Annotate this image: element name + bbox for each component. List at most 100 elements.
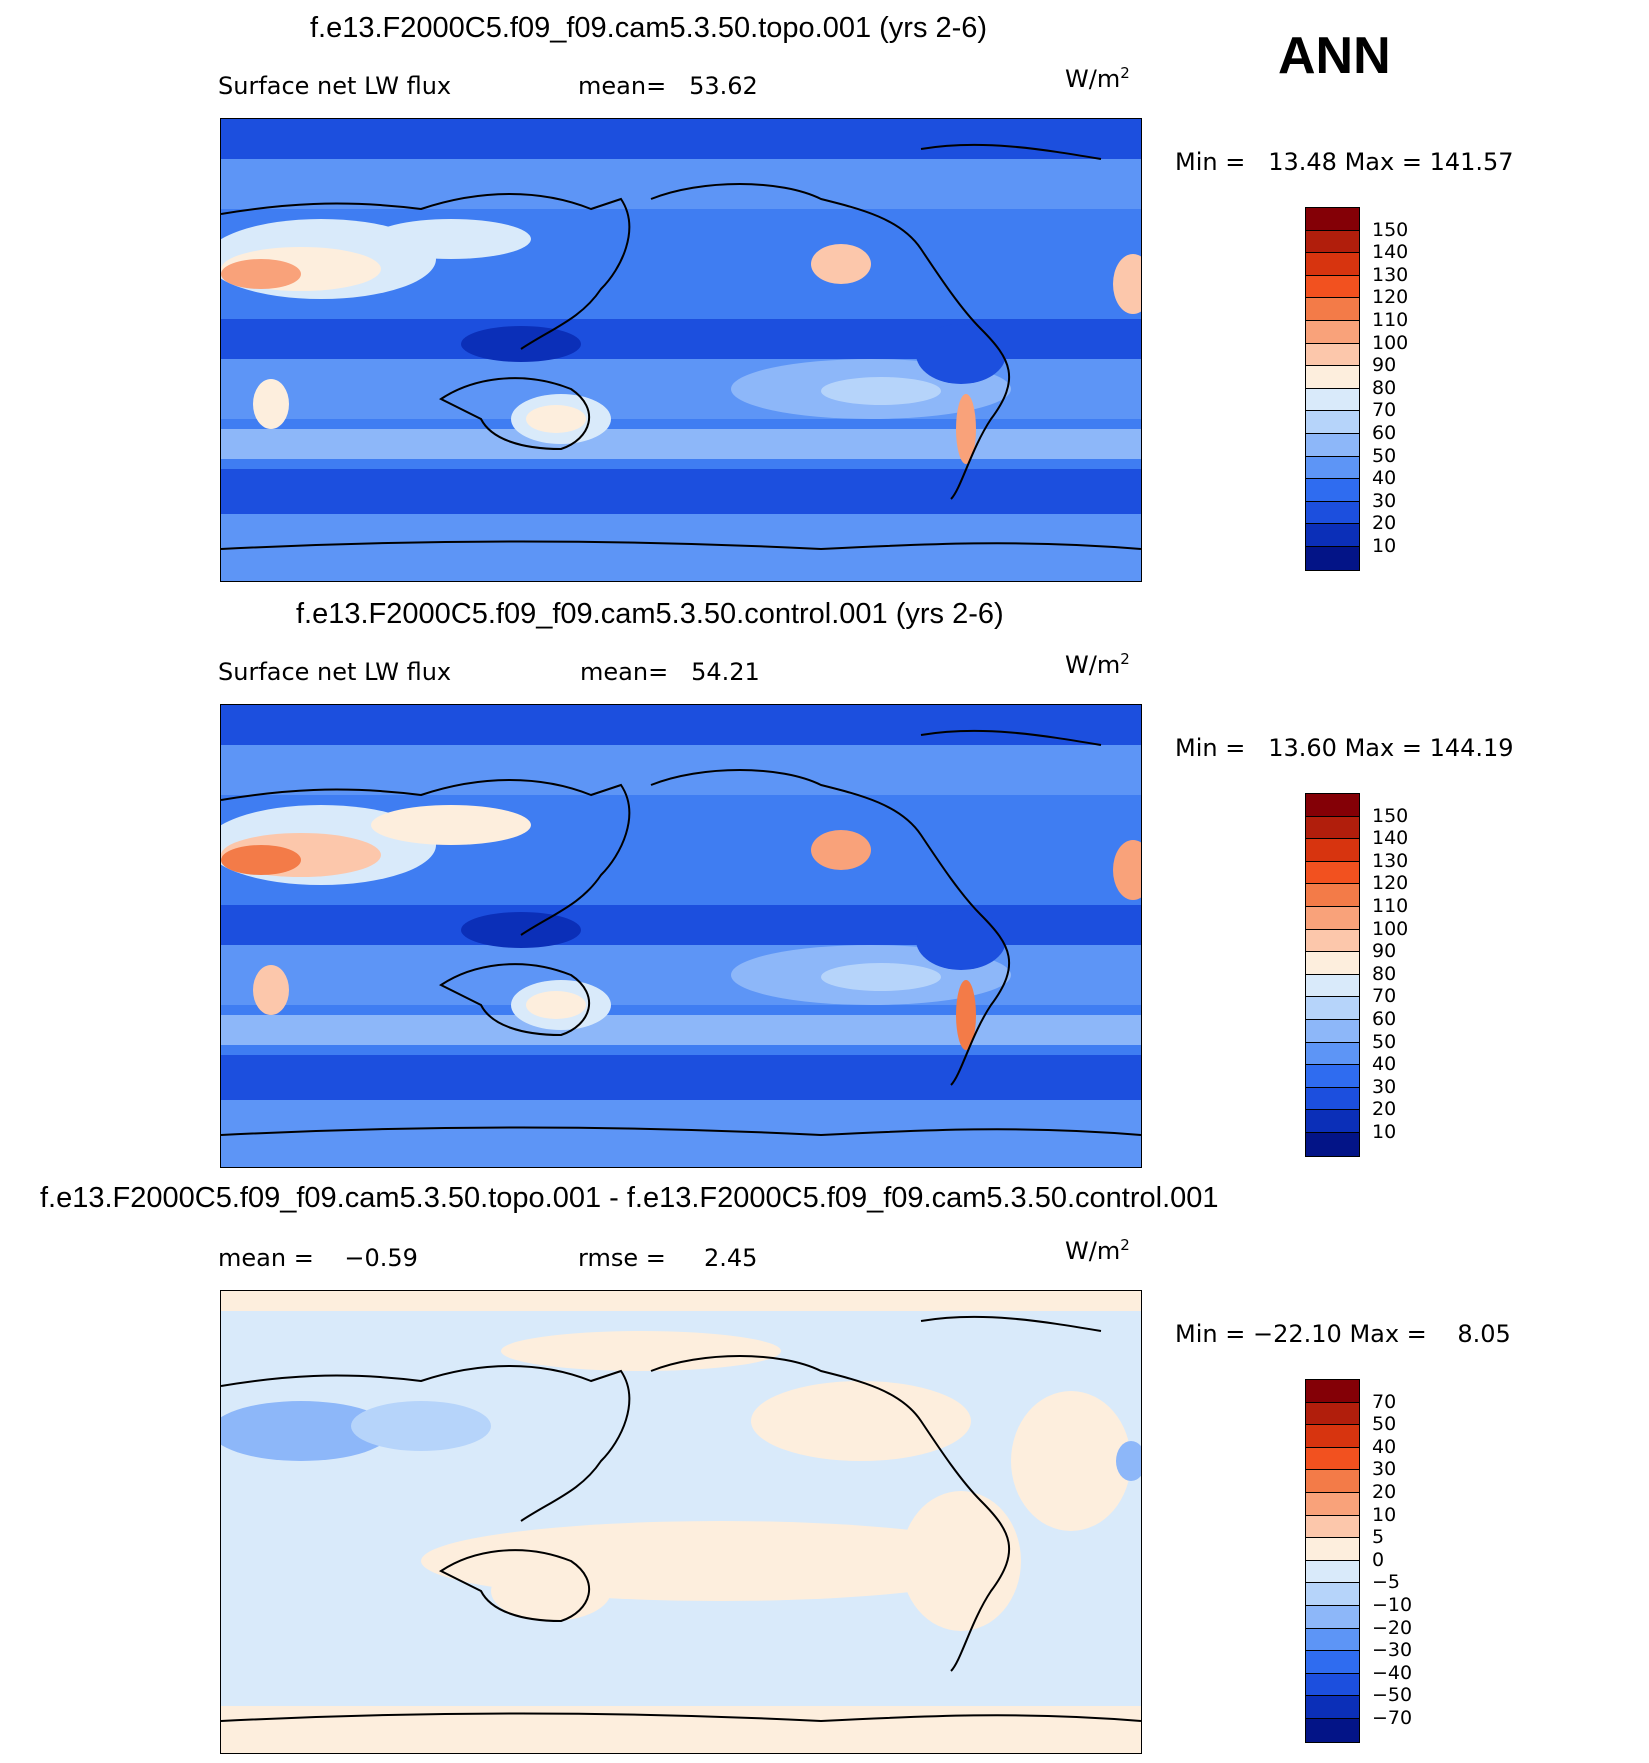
colorbar-swatch [1306, 929, 1359, 953]
colorbar-label: 40 [1372, 467, 1397, 490]
colorbar-swatch [1306, 275, 1359, 299]
colorbar-swatch [1306, 343, 1359, 367]
colorbar-swatch [1306, 253, 1359, 276]
panel3-colorbar [1305, 1379, 1360, 1743]
colorbar-label: −5 [1372, 1571, 1401, 1594]
colorbar-label: 60 [1372, 1008, 1397, 1030]
colorbar-swatch [1306, 208, 1359, 231]
colorbar-label: 130 [1372, 849, 1409, 872]
colorbar-swatch [1306, 1019, 1359, 1043]
panel1-mean: mean= 53.62 [578, 72, 758, 100]
colorbar-swatch [1306, 1425, 1359, 1448]
panel3-map [220, 1290, 1142, 1754]
colorbar-label: 0 [1372, 1548, 1385, 1571]
panel2-mean: mean= 54.21 [580, 658, 760, 686]
colorbar-label: 40 [1372, 1053, 1397, 1076]
colorbar-swatch [1306, 1718, 1359, 1742]
panel3-rmse-label: rmse = [578, 1244, 666, 1272]
colorbar-label: −20 [1372, 1616, 1413, 1639]
colorbar-label: 50 [1372, 1030, 1397, 1053]
colorbar-swatch [1306, 816, 1359, 840]
panel1-variable: Surface net LW flux [218, 72, 452, 100]
colorbar-label: 150 [1372, 804, 1409, 827]
colorbar-swatch [1306, 524, 1359, 547]
colorbar-swatch [1306, 1402, 1359, 1426]
colorbar-label: 5 [1372, 1526, 1385, 1549]
colorbar-label: 70 [1372, 1390, 1397, 1413]
colorbar-swatch [1306, 1673, 1359, 1697]
colorbar-label: 140 [1372, 241, 1409, 264]
colorbar-swatch [1306, 906, 1359, 930]
colorbar-swatch [1306, 366, 1359, 389]
panel3-mean-value: −0.59 [344, 1244, 418, 1272]
colorbar-swatch [1306, 320, 1359, 344]
colorbar-label: 140 [1372, 827, 1409, 850]
colorbar-label: 30 [1372, 1458, 1397, 1481]
colorbar-swatch [1306, 1628, 1359, 1652]
colorbar-label: 10 [1372, 1121, 1397, 1143]
colorbar-swatch [1306, 1651, 1359, 1674]
colorbar-swatch [1306, 456, 1359, 480]
panel1-mean-value: 53.62 [689, 72, 758, 100]
colorbar-label: 20 [1372, 512, 1397, 535]
panel2-colorbar [1305, 793, 1360, 1157]
panel3-rmse-value: 2.45 [704, 1244, 758, 1272]
colorbar-label: 70 [1372, 399, 1397, 422]
colorbar-swatch [1306, 952, 1359, 975]
panel3-mean: mean = −0.59 [218, 1244, 418, 1272]
panel3-title: f.e13.F2000C5.f09_f09.cam5.3.50.topo.001… [40, 1182, 1219, 1214]
panel2-map [220, 704, 1142, 1168]
panel3-rmse: rmse = 2.45 [578, 1244, 757, 1272]
colorbar-label: 100 [1372, 917, 1409, 940]
colorbar-swatch [1306, 974, 1359, 998]
colorbar-label: −30 [1372, 1639, 1413, 1662]
colorbar-swatch [1306, 501, 1359, 525]
colorbar-label: 40 [1372, 1435, 1397, 1458]
colorbar-swatch [1306, 1538, 1359, 1561]
colorbar-label: 60 [1372, 422, 1397, 444]
colorbar-label: −50 [1372, 1684, 1413, 1707]
colorbar-label: 20 [1372, 1098, 1397, 1121]
colorbar-swatch [1306, 1110, 1359, 1133]
colorbar-swatch [1306, 546, 1359, 570]
colorbar-label: −40 [1372, 1661, 1413, 1684]
colorbar-label: 10 [1372, 1503, 1397, 1526]
colorbar-label: 80 [1372, 962, 1397, 985]
colorbar-label: 120 [1372, 872, 1409, 895]
colorbar-label: 90 [1372, 354, 1397, 377]
colorbar-label: −70 [1372, 1707, 1413, 1729]
colorbar-swatch [1306, 298, 1359, 321]
colorbar-label: 120 [1372, 286, 1409, 309]
colorbar-label: 130 [1372, 263, 1409, 286]
colorbar-swatch [1306, 1087, 1359, 1111]
colorbar-swatch [1306, 997, 1359, 1020]
colorbar-swatch [1306, 1065, 1359, 1088]
colorbar-label: 80 [1372, 376, 1397, 399]
panel2-variable: Surface net LW flux [218, 658, 452, 686]
colorbar-swatch [1306, 1132, 1359, 1156]
colorbar-swatch [1306, 839, 1359, 862]
colorbar-swatch [1306, 1515, 1359, 1539]
colorbar-label: −10 [1372, 1594, 1413, 1616]
colorbar-swatch [1306, 1492, 1359, 1516]
colorbar-label: 10 [1372, 535, 1397, 557]
colorbar-label: 50 [1372, 444, 1397, 467]
colorbar-label: 110 [1372, 309, 1409, 331]
colorbar-swatch [1306, 411, 1359, 434]
panel1-minmax: Min = 13.48 Max = 141.57 [1175, 148, 1514, 176]
colorbar-label: 100 [1372, 331, 1409, 354]
colorbar-swatch [1306, 794, 1359, 817]
panel2-units: W/m2 [1065, 650, 1130, 679]
panel2-title: f.e13.F2000C5.f09_f09.cam5.3.50.control.… [296, 598, 1004, 630]
panel3-minmax: Min = −22.10 Max = 8.05 [1175, 1320, 1511, 1348]
panel1-title: f.e13.F2000C5.f09_f09.cam5.3.50.topo.001… [310, 12, 988, 44]
colorbar-swatch [1306, 230, 1359, 254]
panel2-minmax: Min = 13.60 Max = 144.19 [1175, 734, 1514, 762]
colorbar-swatch [1306, 1380, 1359, 1403]
colorbar-swatch [1306, 388, 1359, 412]
colorbar-swatch [1306, 884, 1359, 907]
colorbar-label: 30 [1372, 489, 1397, 512]
colorbar-swatch [1306, 1560, 1359, 1584]
panel2-mean-value: 54.21 [691, 658, 760, 686]
